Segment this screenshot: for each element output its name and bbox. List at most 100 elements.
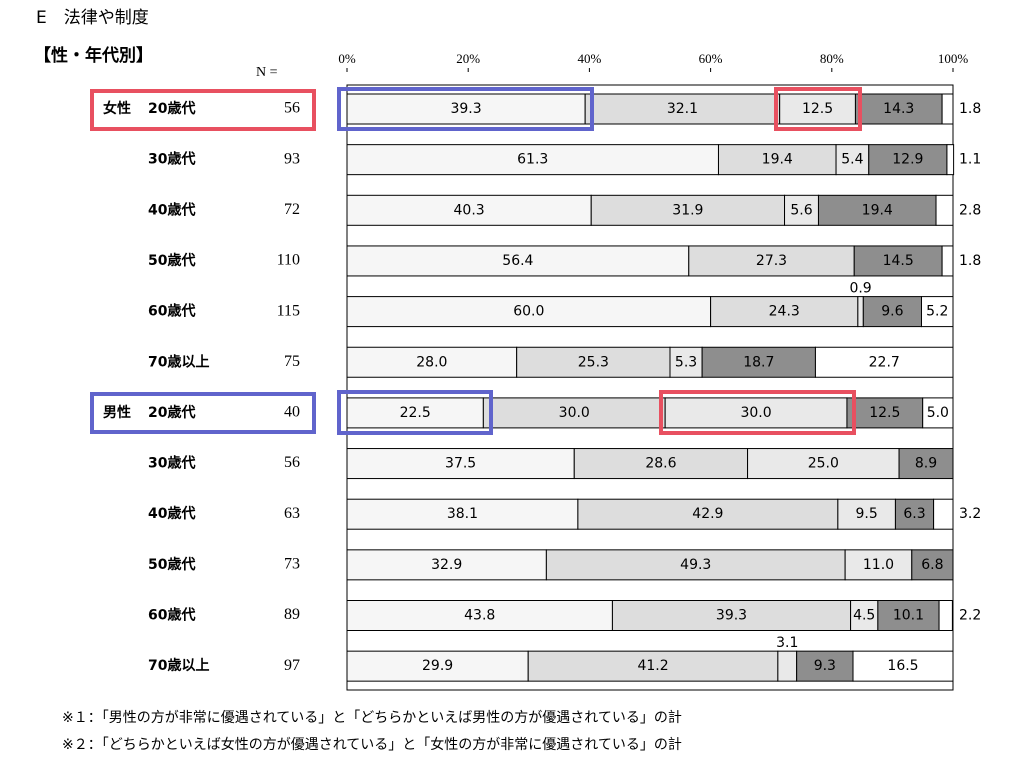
value-label: 39.3 [450,101,481,117]
value-label: 8.9 [915,456,937,472]
value-label: 12.5 [802,101,833,117]
bar-segment [941,93,954,125]
n-value: 89 [284,606,300,623]
bar-segment [527,650,779,682]
bar-segment [784,194,819,226]
highlight-box [90,89,316,131]
category-label: 40歳代 [148,505,195,522]
note: ※２：「どちらかといえば女性の方が優遇されている」と「女性の方が非常に優遇されて… [62,736,682,753]
bar-segment [482,397,666,429]
category-label: 70歳以上 [148,353,209,370]
category-label: 70歳以上 [148,657,209,674]
highlight-box [90,392,316,434]
value-label: 32.9 [431,557,462,573]
bar-segment [933,498,954,530]
value-label: 60.0 [513,304,544,320]
bar-segment [862,296,922,328]
value-label: 2.2 [959,608,981,624]
value-label: 40.3 [454,202,485,218]
highlight-box [337,87,594,131]
bar-segment [577,498,839,530]
value-label: 24.3 [769,304,800,320]
group-label: 女性 [103,100,131,117]
value-label: 37.5 [445,456,476,472]
bar-segment [922,397,954,429]
x-tick-label: 0% [338,51,356,66]
category-label: 30歳代 [148,151,195,168]
n-value: 56 [284,454,300,471]
bar-segment [717,144,837,176]
bar-segment [852,650,954,682]
bar-segment [346,600,613,631]
group-label: 男性 [103,404,131,421]
n-label: N = [256,65,278,80]
bar-segment [920,296,954,328]
highlight-box [337,390,493,435]
bar-segment [877,600,940,631]
bar-segment [346,549,547,581]
n-value: 72 [284,201,300,218]
bar-segment [857,296,864,328]
value-label: 12.9 [892,152,923,168]
x-tick-label: 40% [577,51,601,66]
plot-frame [346,84,954,691]
value-label: 5.6 [790,202,812,218]
value-label: 0.9 [849,281,871,297]
value-label: 28.0 [416,354,447,370]
value-label: 22.5 [400,405,431,421]
x-tick-label: 100% [938,51,969,66]
value-label: 25.0 [808,456,839,472]
value-label: 42.9 [692,506,723,522]
n-value: 40 [284,404,300,421]
value-label: 31.9 [672,202,703,218]
category-label: 60歳代 [148,607,195,624]
x-tick-label: 60% [699,51,723,66]
bar-segment [664,397,848,429]
value-label: 9.5 [856,506,878,522]
category-label: 40歳代 [148,201,195,218]
value-label: 6.3 [903,506,925,522]
category-label: 60歳代 [148,303,195,320]
bar-segment [846,397,924,429]
n-value: 110 [277,252,300,269]
category-label: 30歳代 [148,455,195,472]
value-label: 9.3 [814,658,836,674]
value-label: 18.7 [743,354,774,370]
bar-segment [611,600,852,631]
value-label: 30.0 [559,405,590,421]
value-label: 3.1 [776,635,798,651]
value-label: 49.3 [680,557,711,573]
bar-segment [346,144,719,176]
category-label: 50歳代 [148,556,195,573]
bar-segment [777,650,798,682]
bar-segment [946,144,955,176]
bar-segment [941,245,954,277]
value-label: 6.8 [921,557,943,573]
value-label: 39.3 [716,608,747,624]
n-value: 75 [284,353,300,370]
bar-segment [935,194,954,226]
value-label: 11.0 [863,557,894,573]
bar-segment [854,93,943,125]
n-value: 73 [284,556,300,573]
bar-segment [894,498,935,530]
value-label: 29.9 [422,658,453,674]
chart-title: E 法律や制度 [36,8,149,28]
n-value: 97 [284,657,300,674]
bar-segment [573,448,749,480]
value-label: 3.2 [959,506,981,522]
bar-segment [898,448,954,480]
value-label: 41.2 [637,658,668,674]
value-label: 5.3 [675,354,697,370]
value-label: 61.3 [517,152,548,168]
value-label: 38.1 [447,506,478,522]
highlight-box [659,390,856,435]
bar-segment [346,245,690,277]
highlight-box [774,87,862,131]
bar-segment [911,549,954,581]
value-label: 25.3 [578,354,609,370]
bar-segment [938,600,953,631]
bar-segment [747,448,900,480]
